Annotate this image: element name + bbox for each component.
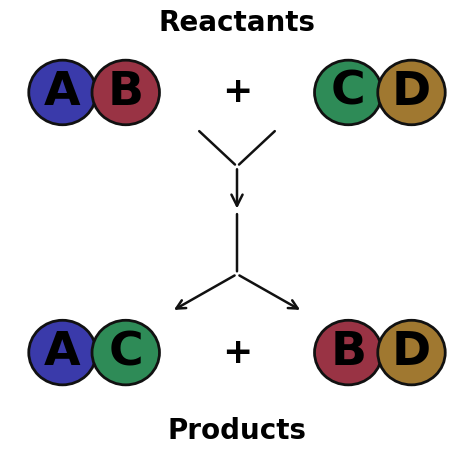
Text: +: + xyxy=(222,336,252,370)
Circle shape xyxy=(315,60,382,125)
Circle shape xyxy=(29,60,96,125)
Circle shape xyxy=(29,320,96,385)
Text: A: A xyxy=(44,330,81,375)
Text: C: C xyxy=(109,330,143,375)
Text: A: A xyxy=(44,70,81,115)
Circle shape xyxy=(92,320,159,385)
Circle shape xyxy=(92,60,159,125)
Text: B: B xyxy=(330,330,366,375)
Text: Reactants: Reactants xyxy=(158,9,316,37)
Text: D: D xyxy=(392,330,431,375)
Text: Products: Products xyxy=(167,417,307,445)
Circle shape xyxy=(378,320,445,385)
Circle shape xyxy=(378,60,445,125)
Text: B: B xyxy=(108,70,144,115)
Text: C: C xyxy=(331,70,365,115)
Circle shape xyxy=(315,320,382,385)
Text: +: + xyxy=(222,75,252,109)
Text: D: D xyxy=(392,70,431,115)
